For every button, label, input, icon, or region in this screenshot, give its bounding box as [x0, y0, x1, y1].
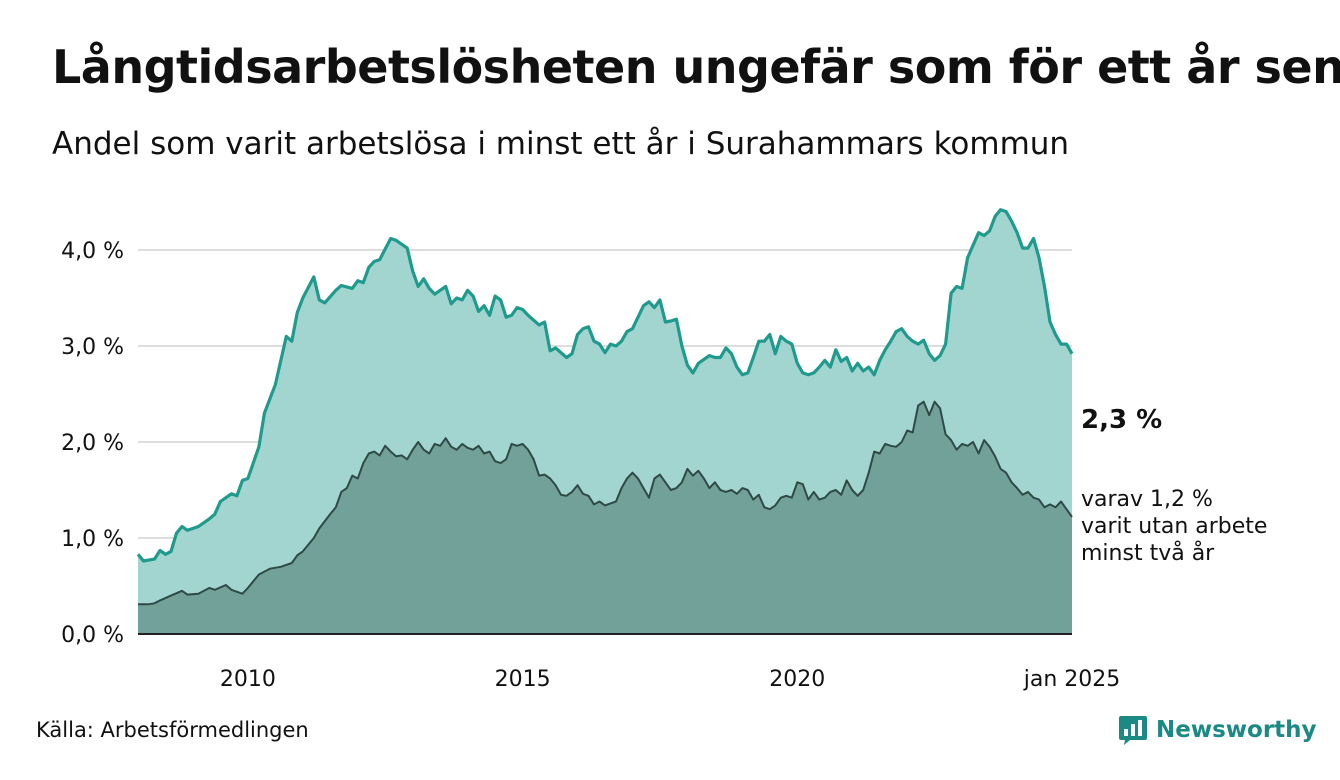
- series-end-labels: 2,3 % varav 1,2 % varit utan arbete minst t…: [1081, 405, 1267, 566]
- x-tick-label: 2010: [220, 667, 276, 692]
- y-tick-label: 2,0 %: [61, 431, 124, 456]
- y-tick-label: 3,0 %: [61, 335, 124, 360]
- chart-areas: [136, 208, 1074, 635]
- series-1-line: [136, 208, 1074, 563]
- x-tick-label: jan 2025: [1023, 667, 1121, 692]
- series-2-end-label-line: minst två år: [1081, 540, 1215, 566]
- brand-logo: Newsworthy: [1118, 714, 1317, 746]
- y-tick-label: 4,0 %: [61, 239, 124, 264]
- chart-title: Långtidsarbetslösheten ungefär som för e…: [52, 40, 1340, 94]
- series-2-area: [138, 401, 1072, 634]
- x-tick-label: 2020: [769, 667, 825, 692]
- y-axis-ticks: 0,0 % 1,0 % 2,0 % 3,0 % 4,0 %: [61, 239, 124, 648]
- chart-subtitle: Andel som varit arbetslösa i minst ett å…: [52, 126, 1070, 162]
- y-tick-label: 1,0 %: [61, 527, 124, 552]
- series-2-end-label: varav 1,2 % varit utan arbete minst två år: [1081, 487, 1267, 566]
- series-2-end-label-line: varit utan arbete: [1081, 514, 1267, 539]
- brand-name: Newsworthy: [1156, 717, 1317, 743]
- bar-chart-speech-bubble-icon: [1119, 716, 1147, 745]
- source-note: Källa: Arbetsförmedlingen: [36, 718, 309, 742]
- x-axis-ticks: 2010 2015 2020 jan 2025: [220, 667, 1120, 692]
- series-1-end-label: 2,3 %: [1081, 405, 1162, 435]
- area-chart: 0,0 % 1,0 % 2,0 % 3,0 % 4,0 % 2010 2015 2020 ja…: [61, 208, 1267, 692]
- series-2-line: [138, 400, 1073, 606]
- y-tick-label: 0,0 %: [61, 623, 124, 648]
- series-2-end-label-line: varav 1,2 %: [1081, 487, 1213, 512]
- x-tick-label: 2015: [495, 667, 551, 692]
